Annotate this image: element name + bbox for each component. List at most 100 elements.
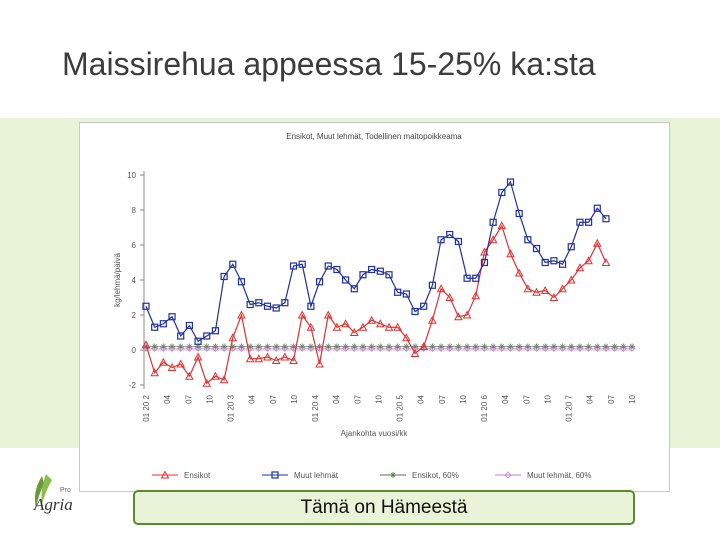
series-2-point	[221, 343, 228, 350]
series-2-point	[186, 343, 193, 350]
series-line-1	[145, 180, 607, 343]
series-0-point	[367, 315, 376, 324]
x-tick-label: 10	[290, 394, 299, 403]
series-0-point	[497, 221, 507, 230]
series-2-point	[394, 343, 401, 350]
series-1-point	[315, 278, 324, 286]
x-tick-label: 04	[248, 394, 257, 403]
series-1-point	[255, 299, 263, 307]
series-0-point	[393, 322, 403, 331]
series-2-point	[238, 343, 245, 350]
series-1-point	[394, 288, 402, 296]
series-1-point	[324, 262, 332, 270]
series-1-point	[159, 320, 167, 328]
series-0-point	[159, 357, 168, 366]
series-0-point	[289, 355, 298, 364]
series-0-point	[462, 310, 472, 319]
series-3-point	[376, 344, 384, 352]
series-1-point	[515, 209, 523, 218]
agria-logo: Pro Agria	[28, 470, 88, 530]
series-0-point	[375, 319, 385, 328]
series-0-point	[558, 284, 567, 293]
y-tick-label: 10	[127, 171, 136, 180]
series-0-point	[176, 359, 186, 368]
series-0-point	[271, 355, 281, 364]
series-1-point	[567, 243, 575, 251]
milk-deviation-chart: Ensikot, Muut lehmät, Todellinen maitopo…	[113, 132, 637, 480]
series-0-point	[297, 310, 307, 319]
series-2-point	[438, 343, 445, 350]
series-2-point	[316, 343, 323, 350]
series-0-point	[306, 322, 316, 331]
series-2-point	[611, 343, 618, 350]
series-2-point	[325, 343, 332, 350]
series-1-point	[420, 302, 428, 310]
series-0-point	[514, 268, 524, 277]
series-2-point	[403, 343, 410, 350]
series-3-point	[350, 344, 358, 352]
y-tick-label: 2	[132, 311, 137, 320]
series-3-point	[272, 344, 280, 352]
series-1-point	[289, 262, 298, 270]
series-2-point	[533, 343, 540, 350]
x-tick-label: 01 20 4	[311, 394, 320, 421]
series-0-point	[523, 284, 533, 293]
series-3-point	[159, 344, 167, 352]
legend-label: Muut lehmät	[294, 471, 339, 480]
series-3-point	[472, 344, 480, 352]
legend-marker	[271, 471, 279, 479]
series-3-point	[619, 344, 627, 352]
series-1-point	[342, 276, 350, 284]
series-0-point	[237, 310, 246, 319]
series-0-point	[419, 341, 429, 350]
series-0-point	[506, 249, 515, 258]
series-3-point	[194, 344, 202, 352]
x-tick-label: 07	[353, 394, 362, 403]
series-2-point	[377, 343, 384, 350]
series-2-point	[281, 343, 288, 350]
series-3-point	[203, 344, 211, 352]
x-axis-label: Ajankohta vuosi/kk	[341, 429, 409, 438]
x-tick-label: 07	[184, 394, 193, 403]
x-tick-label: 04	[501, 394, 510, 403]
series-1-point	[237, 278, 246, 286]
series-0-point	[436, 284, 446, 293]
series-0-point	[349, 327, 359, 336]
series-3-point	[402, 344, 410, 352]
series-1-point	[524, 236, 532, 244]
series-1-point	[602, 215, 610, 223]
x-tick-label: 10	[543, 394, 552, 403]
series-0-point	[601, 257, 611, 266]
series-2-point	[299, 343, 306, 350]
series-0-point	[428, 315, 437, 324]
agria-logo-mark: Pro Agria	[33, 474, 73, 514]
series-1-point	[437, 236, 445, 244]
y-tick-label: 0	[132, 346, 137, 355]
legend-label: Ensikot, 60%	[412, 471, 459, 480]
series-1-point	[359, 271, 367, 279]
series-1-point	[203, 332, 211, 340]
series-2-point	[359, 343, 366, 350]
series-2-point	[559, 343, 566, 350]
x-tick-label: 07	[607, 394, 616, 403]
x-tick-label: 07	[269, 394, 278, 403]
series-2-point	[620, 343, 627, 350]
series-2-point	[594, 343, 601, 350]
y-tick-label: 8	[132, 206, 137, 215]
x-tick-label: 10	[459, 394, 468, 403]
series-0-point	[185, 371, 194, 380]
series-3-point	[368, 344, 376, 352]
series-3-point	[498, 344, 506, 352]
series-3-point	[576, 344, 584, 352]
legend-label: Ensikot	[184, 471, 211, 480]
series-3-point	[428, 344, 436, 352]
series-3-point	[324, 344, 332, 352]
series-0-point	[141, 340, 151, 349]
series-2-point	[290, 343, 297, 350]
series-1-point	[185, 321, 193, 330]
series-2-point	[490, 343, 497, 350]
y-tick-label: 6	[132, 241, 137, 250]
series-1-point	[402, 290, 410, 298]
series-1-point	[585, 218, 593, 226]
series-1-point	[350, 285, 358, 293]
